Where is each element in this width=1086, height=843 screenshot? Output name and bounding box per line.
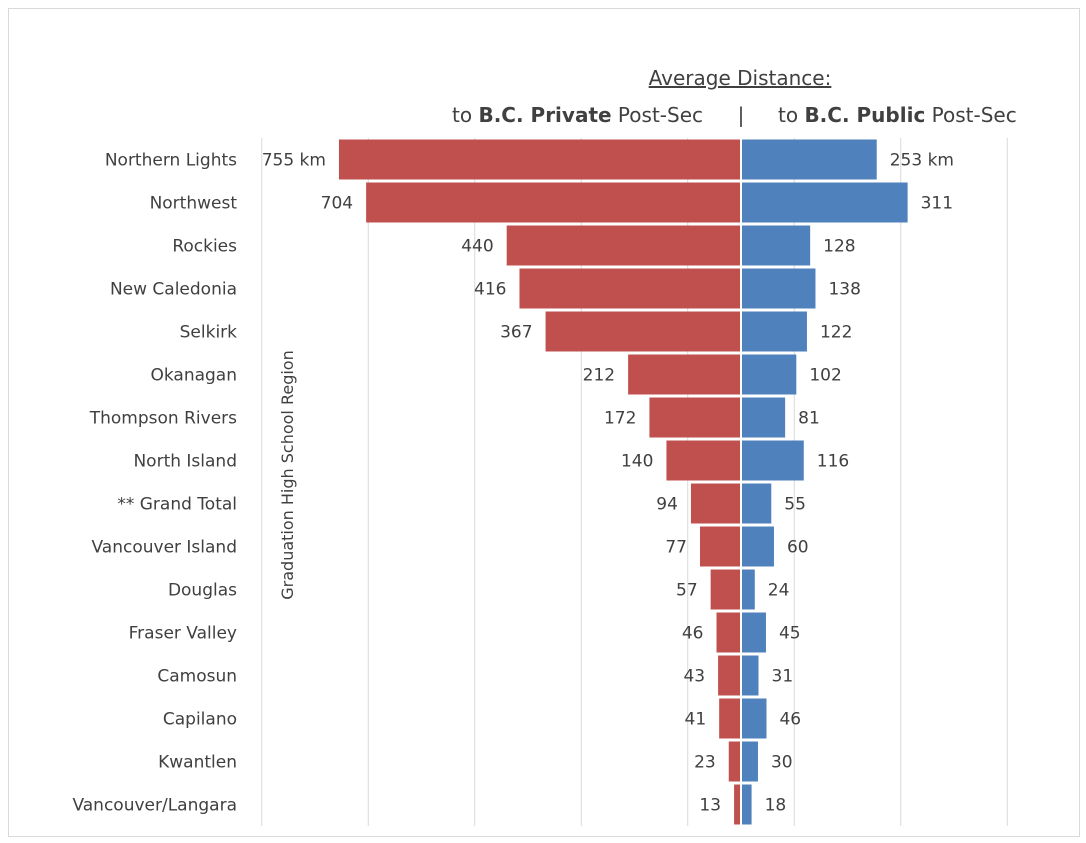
bar-private xyxy=(649,397,741,438)
data-label-private: 94 xyxy=(656,495,678,515)
bar-public xyxy=(742,655,759,696)
bar-public xyxy=(742,225,811,266)
data-label-public: 45 xyxy=(779,624,801,644)
data-label-private: 755 km xyxy=(262,151,326,171)
bar-private xyxy=(506,225,741,266)
data-label-private: 416 xyxy=(474,280,506,300)
data-label-public: 24 xyxy=(768,581,790,601)
data-label-public: 31 xyxy=(772,667,794,687)
bar-private xyxy=(690,483,741,524)
data-label-private: 704 xyxy=(321,194,353,214)
bar-public xyxy=(742,612,766,653)
bar-private xyxy=(719,698,741,739)
header-separator: | xyxy=(738,103,745,127)
bar-public xyxy=(742,741,758,782)
category-label: Selkirk xyxy=(180,323,238,343)
data-label-public: 30 xyxy=(771,753,793,773)
category-label: Kwantlen xyxy=(158,753,237,773)
data-label-public: 128 xyxy=(823,237,855,257)
data-label-public: 18 xyxy=(765,796,787,816)
bar-public xyxy=(742,526,774,567)
category-label: Camosun xyxy=(157,667,237,687)
chart-title: Average Distance: xyxy=(649,66,832,90)
data-label-public: 102 xyxy=(809,366,841,386)
category-label: Thompson Rivers xyxy=(89,409,237,429)
bar-public xyxy=(742,569,755,610)
data-labels: 755 km 253 km 704 311 440 128 416 138 367 122 212 1… xyxy=(262,151,954,816)
bar-public xyxy=(742,182,908,223)
data-label-private: 46 xyxy=(682,624,704,644)
bar-private xyxy=(699,526,741,567)
data-label-private: 13 xyxy=(699,796,721,816)
data-label-public: 122 xyxy=(820,323,852,343)
category-label: Northern Lights xyxy=(105,151,237,171)
data-label-public: 311 xyxy=(921,194,953,214)
bar-private xyxy=(519,268,741,309)
data-label-private: 172 xyxy=(604,409,636,429)
header-private: to B.C. Private Post-Sec xyxy=(452,103,703,127)
category-label: Rockies xyxy=(172,237,237,257)
data-label-private: 43 xyxy=(683,667,705,687)
bar-private xyxy=(734,784,741,825)
category-labels: Northern Lights Northwest Rockies New Caled… xyxy=(72,151,237,816)
category-label: Capilano xyxy=(163,710,237,730)
data-label-public: 116 xyxy=(817,452,849,472)
bar-private xyxy=(728,741,741,782)
data-label-public: 46 xyxy=(779,710,801,730)
data-label-private: 23 xyxy=(694,753,716,773)
category-label: Vancouver/Langara xyxy=(72,796,237,816)
header-public-bold: B.C. Public xyxy=(804,103,925,127)
data-label-private: 77 xyxy=(665,538,687,558)
bar-public xyxy=(742,698,767,739)
data-label-private: 57 xyxy=(676,581,698,601)
bar-public xyxy=(742,397,786,438)
category-label: New Caledonia xyxy=(110,280,237,300)
bar-private xyxy=(716,612,741,653)
data-label-private: 212 xyxy=(583,366,615,386)
data-label-public: 60 xyxy=(787,538,809,558)
header-public-suffix: Post-Sec xyxy=(925,103,1016,127)
bar-private xyxy=(666,440,741,481)
header-private-suffix: Post-Sec xyxy=(612,103,703,127)
category-label: Douglas xyxy=(168,581,237,601)
data-label-public: 253 km xyxy=(890,151,954,171)
header-public: to B.C. Public Post-Sec xyxy=(778,103,1017,127)
data-label-public: 138 xyxy=(828,280,860,300)
data-label-private: 440 xyxy=(461,237,493,257)
bar-private xyxy=(338,139,741,180)
bar-private xyxy=(710,569,741,610)
bar-public xyxy=(742,354,797,395)
bar-public xyxy=(742,440,804,481)
data-label-private: 140 xyxy=(621,452,653,472)
header-private-prefix: to xyxy=(452,103,478,127)
category-label: North Island xyxy=(133,452,237,472)
bar-public xyxy=(742,483,772,524)
y-axis-title: Graduation High School Region xyxy=(278,350,297,599)
data-label-public: 55 xyxy=(784,495,806,515)
category-label: Okanagan xyxy=(150,366,237,386)
category-label: Northwest xyxy=(150,194,238,214)
bar-public xyxy=(742,268,816,309)
data-label-public: 81 xyxy=(798,409,820,429)
bars xyxy=(338,138,908,826)
bar-public xyxy=(742,139,877,180)
bar-private xyxy=(545,311,741,352)
header-private-bold: B.C. Private xyxy=(478,103,611,127)
category-label: ** Grand Total xyxy=(117,495,237,515)
bar-public xyxy=(742,784,752,825)
bar-public xyxy=(742,311,807,352)
bar-private xyxy=(366,182,741,223)
bar-private xyxy=(718,655,741,696)
header-public-prefix: to xyxy=(778,103,804,127)
category-label: Vancouver Island xyxy=(91,538,237,558)
data-label-private: 367 xyxy=(500,323,532,343)
category-label: Fraser Valley xyxy=(129,624,237,644)
data-label-private: 41 xyxy=(685,710,707,730)
bar-private xyxy=(628,354,741,395)
